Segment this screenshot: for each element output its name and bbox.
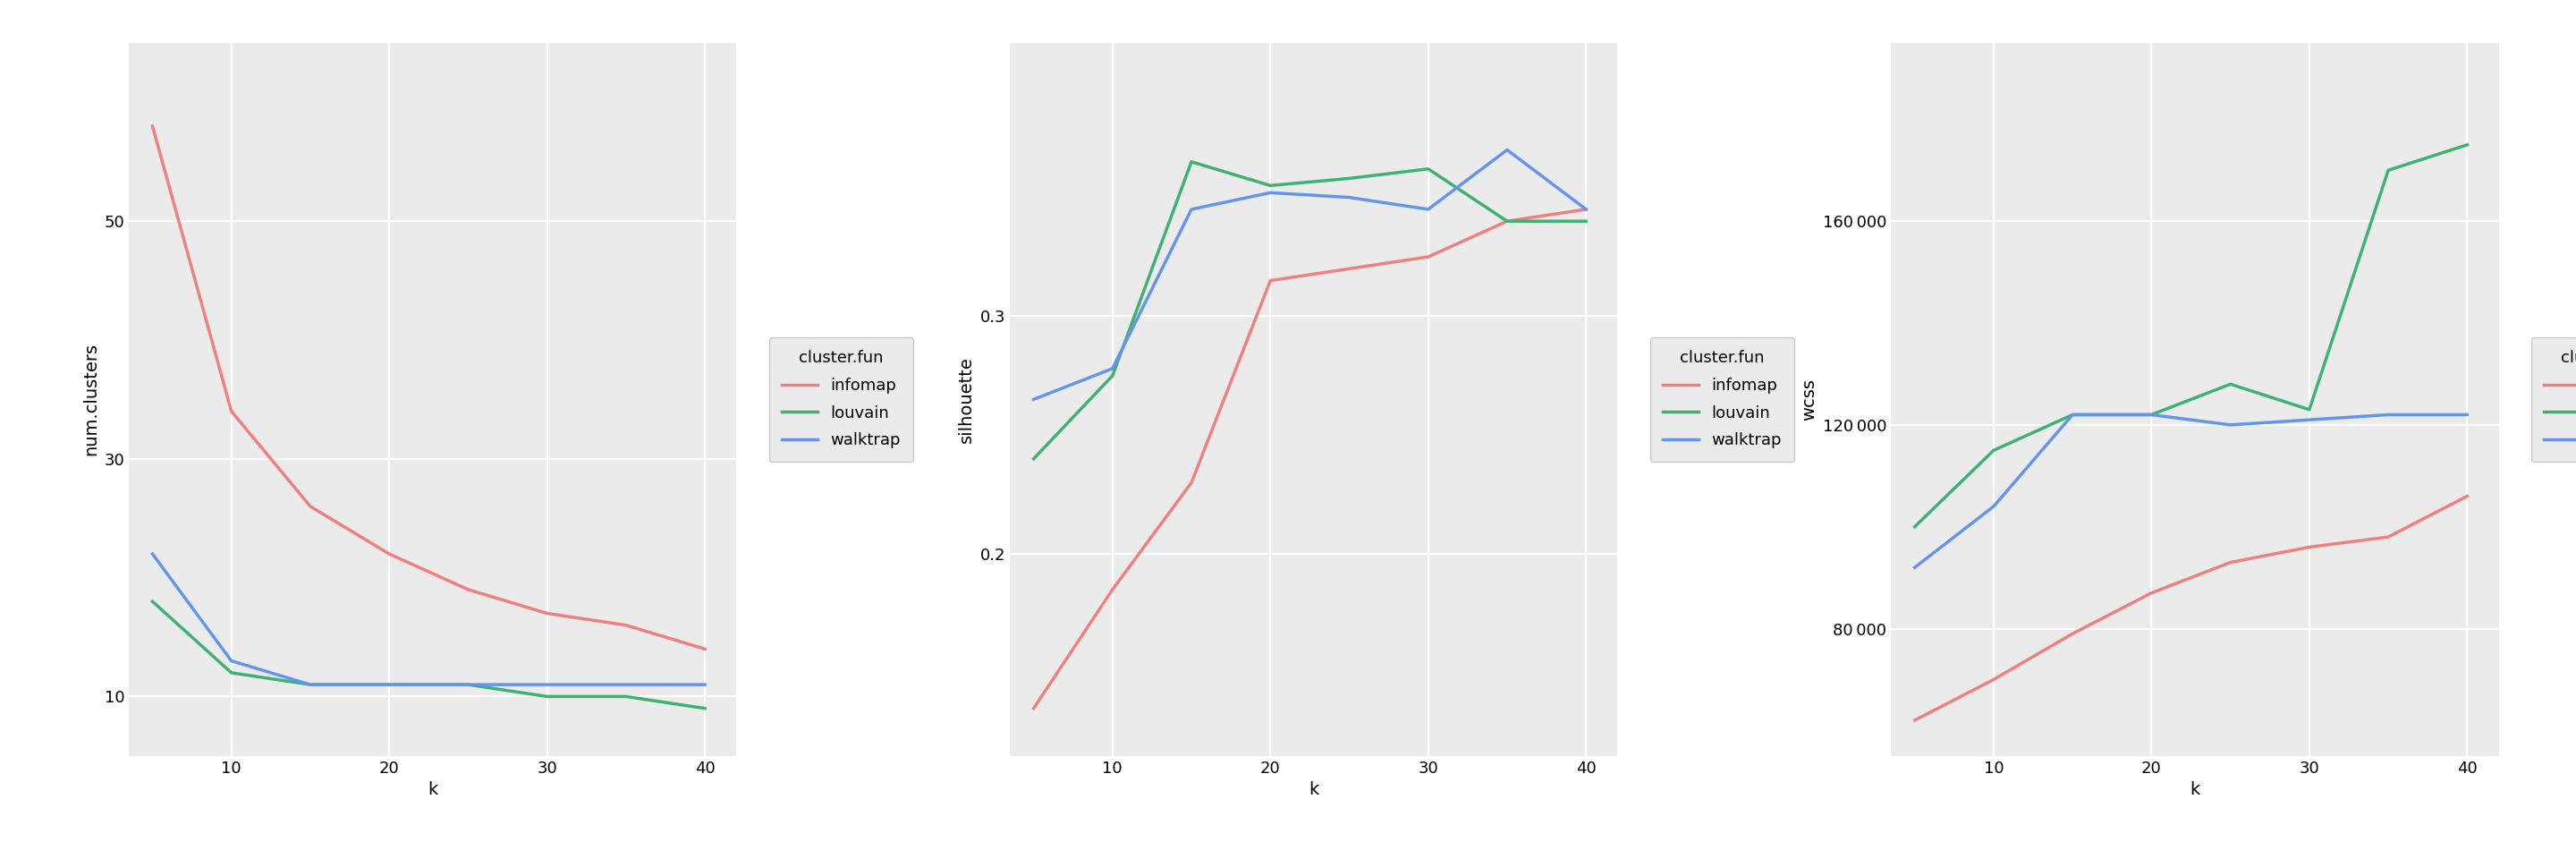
X-axis label: k: k — [2190, 782, 2200, 798]
Legend: infomap, louvain, walktrap: infomap, louvain, walktrap — [1651, 338, 1795, 461]
Y-axis label: silhouette: silhouette — [958, 356, 976, 442]
X-axis label: k: k — [428, 782, 438, 798]
Y-axis label: num.clusters: num.clusters — [82, 343, 98, 456]
Y-axis label: wcss: wcss — [1801, 379, 1819, 420]
Legend: infomap, louvain, walktrap: infomap, louvain, walktrap — [768, 338, 914, 461]
X-axis label: k: k — [1309, 782, 1319, 798]
Legend: infomap, louvain, walktrap: infomap, louvain, walktrap — [2532, 338, 2576, 461]
